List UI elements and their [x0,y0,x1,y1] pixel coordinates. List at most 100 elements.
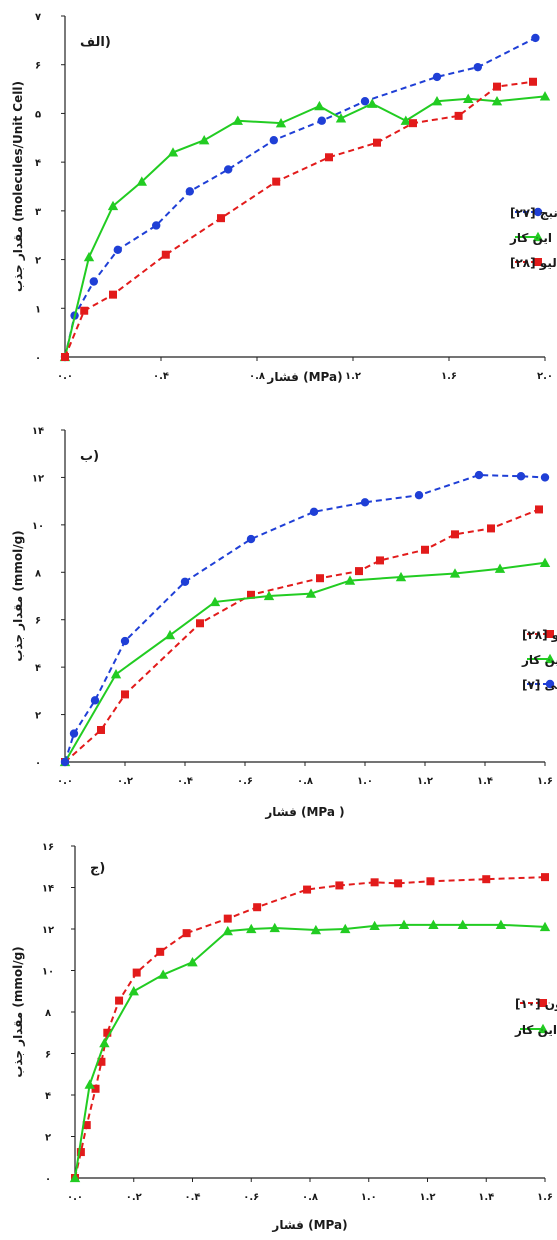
data-point [335,881,344,890]
data-point [367,98,378,108]
series-1 [71,873,549,1182]
x-tick-label: ۰.۴ [153,371,169,382]
y-tick-label: ۸ [45,1008,51,1019]
series-line [64,37,536,358]
x-tick-label: ۰.۸ [297,776,313,787]
data-point [317,116,326,125]
y-tick-label: ۰ [35,758,41,769]
legend-marker [545,679,555,689]
x-tick-label: ۰.۲ [126,1192,142,1203]
data-point [529,77,537,86]
x-tick-label: ۲.۰ [537,371,553,382]
data-point [275,117,287,128]
x-tick-label: ۱.۰ [357,776,373,787]
legend-marker [539,999,547,1007]
data-point [97,725,105,734]
data-point [247,590,255,599]
data-point [269,922,280,933]
series-2 [69,919,551,1183]
x-axis-title: فشار (MPa) [271,1218,347,1232]
y-tick-label: ۱۰ [42,967,54,978]
x-tick-label: ۱.۲ [345,371,361,382]
x-tick-label: ۱.۶ [441,371,457,382]
y-axis-title: مقدار جذب (mmol/g) [11,946,25,1077]
legend-label: این کار [521,653,557,667]
data-point [539,921,551,932]
data-point [457,919,468,930]
data-point [414,491,424,500]
data-point [156,947,165,956]
legend-marker [537,1023,549,1034]
data-point [487,524,495,533]
legend-entry: لیو [۲۸] [522,628,557,643]
data-point [246,923,257,934]
data-point [69,729,79,738]
chart-panel-2: ۰.۰ ۰.۲ ۰.۴ ۰.۶ ۰.۸ ۱.۰ ۱.۲ ۱.۴ ۱.۶ ۰ ۲ ۴ ۶ ۸ ۱۰ ۱۲ ۱۴ فش… [11,426,557,819]
y-tick-label: ۱۰ [32,521,44,532]
data-point [473,62,482,72]
x-tick-label: ۰.۸ [302,1192,318,1203]
data-point [91,1084,100,1093]
y-axis-title: مقدار جذب (mmol/g) [11,530,25,661]
data-point [152,221,161,230]
data-point [253,903,262,912]
y-tick-label: ۰ [45,1174,51,1185]
data-point [61,353,69,361]
series-2 [59,91,551,362]
legend-label: لیو [۲۸] [522,628,557,643]
data-point [310,924,322,935]
y-tick-label: ۸ [35,568,41,579]
x-tick-label: ۱.۶ [537,776,553,787]
data-point [89,277,99,286]
legend-label: این کار [514,1023,557,1037]
data-point [369,920,380,931]
y-tick-label: ۱۲ [42,925,54,936]
legend-marker [534,258,542,266]
data-point [449,568,461,578]
data-point [136,176,147,186]
data-point [232,115,243,125]
chart-panel-3: ۰.۰ ۰.۲ ۰.۴ ۰.۶ ۰.۸ ۱.۰ ۱.۲ ۱.۴ ۱.۶ ۰ ۲ ۴ ۶ ۸ ۱۰ ۱۲ ۱۴ ۱۶… [11,842,557,1232]
y-tick-label: ۶ [35,616,41,627]
x-tick-label: ۰.۲ [117,776,133,787]
data-point [128,986,139,996]
data-point [540,473,550,482]
data-point [164,629,176,640]
data-point [398,919,410,930]
data-point [370,878,379,887]
data-point [431,96,443,106]
data-point [90,696,100,705]
series-line [64,95,546,358]
data-point [82,1121,91,1130]
data-point [325,153,333,162]
data-point [376,556,384,565]
data-point [246,534,256,544]
data-point [132,968,141,977]
data-point [121,690,129,699]
data-point [110,669,122,679]
data-point [491,96,503,106]
legend-marker [533,207,543,217]
legend-label: این کار [509,231,552,245]
data-point [495,919,507,930]
y-tick-label: ۴ [35,663,41,674]
data-point [80,306,89,315]
data-point [115,996,124,1005]
data-point [454,111,463,120]
data-point [373,138,381,147]
data-point [167,147,179,157]
series-1 [60,33,540,362]
data-point [541,873,549,882]
data-point [394,879,403,888]
data-point [224,165,233,174]
x-tick-label: ۱.۶ [537,1192,553,1203]
y-tick-label: ۶ [45,1050,51,1061]
data-point [344,575,356,585]
data-point [157,969,169,979]
data-point [60,757,70,767]
legend-entry: هامون [۱۰] [515,997,557,1012]
panel-label: ج) [90,861,105,876]
x-tick-label: ۱.۴ [478,1192,494,1203]
data-point [309,507,319,517]
data-point [395,571,407,582]
